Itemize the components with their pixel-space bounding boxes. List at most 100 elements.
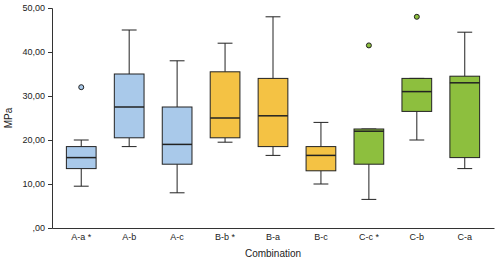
box bbox=[258, 78, 288, 146]
median bbox=[114, 106, 144, 108]
median bbox=[450, 82, 480, 84]
box-group bbox=[402, 14, 432, 140]
median bbox=[306, 155, 336, 157]
whisker-cap-high bbox=[122, 30, 137, 31]
whisker-cap-high bbox=[170, 60, 185, 61]
y-axis-line bbox=[48, 9, 53, 229]
whisker-high bbox=[320, 122, 321, 146]
y-tick-label: ,00 bbox=[32, 223, 45, 233]
y-tick-mark bbox=[48, 52, 52, 53]
y-tick-label: 20,00 bbox=[22, 135, 45, 145]
whisker-low bbox=[225, 138, 226, 142]
box bbox=[354, 129, 384, 164]
box-group bbox=[306, 122, 336, 184]
whisker-low bbox=[177, 164, 178, 193]
y-tick-label: 50,00 bbox=[22, 3, 45, 13]
y-tick: 40,00 bbox=[22, 47, 52, 57]
whisker-low bbox=[416, 111, 417, 140]
whisker-cap-high bbox=[457, 32, 472, 33]
whisker-low bbox=[320, 171, 321, 184]
box bbox=[162, 107, 192, 164]
boxes bbox=[66, 14, 479, 199]
y-tick-mark bbox=[48, 228, 52, 229]
x-tick: B-a bbox=[266, 228, 280, 242]
x-tick-label: A-a * bbox=[71, 232, 92, 242]
x-axis-title: Combination bbox=[245, 248, 301, 259]
y-tick-label: 40,00 bbox=[22, 47, 45, 57]
box bbox=[306, 147, 336, 171]
y-tick: ,00 bbox=[32, 223, 52, 233]
x-tick-label: A-c bbox=[170, 232, 184, 242]
whisker-cap-low bbox=[266, 155, 281, 156]
median bbox=[66, 157, 96, 159]
median bbox=[162, 144, 192, 146]
whisker-cap-low bbox=[74, 186, 89, 187]
x-tick: A-b bbox=[122, 228, 136, 242]
x-tick: C-a bbox=[457, 228, 472, 242]
y-tick: 10,00 bbox=[22, 179, 52, 189]
median bbox=[210, 117, 240, 119]
whisker-cap-low bbox=[122, 146, 137, 147]
whisker-cap-high bbox=[218, 43, 233, 44]
x-tick-label: B-a bbox=[266, 232, 280, 242]
whisker-cap-low bbox=[361, 199, 376, 200]
box-group bbox=[258, 17, 288, 156]
box-group bbox=[450, 32, 480, 168]
median bbox=[354, 130, 384, 132]
box-group bbox=[210, 43, 240, 142]
box bbox=[114, 74, 144, 138]
whisker-high bbox=[273, 17, 274, 79]
whisker-low bbox=[464, 158, 465, 169]
outlier bbox=[79, 85, 84, 90]
box-group bbox=[354, 43, 384, 200]
x-tick-label: A-b bbox=[122, 232, 136, 242]
box bbox=[66, 147, 96, 169]
median bbox=[402, 91, 432, 93]
whisker-cap-low bbox=[170, 192, 185, 193]
x-tick-label: B-b * bbox=[215, 232, 236, 242]
whisker-cap-high bbox=[266, 16, 281, 17]
y-tick-label: 10,00 bbox=[22, 179, 45, 189]
whisker-cap-high bbox=[314, 122, 329, 123]
y-tick: 50,00 bbox=[22, 3, 52, 13]
median bbox=[258, 115, 288, 117]
outlier bbox=[414, 14, 419, 19]
plot: ,00 10,00 20,00 30,00 40,00 50,00 A-a * A-b A-c B… bbox=[22, 3, 494, 242]
whisker-low bbox=[273, 147, 274, 156]
y-tick-mark bbox=[48, 184, 52, 185]
whisker-cap-low bbox=[409, 140, 424, 141]
x-tick-label: C-a bbox=[457, 232, 472, 242]
x-tick: A-a * bbox=[71, 228, 92, 242]
box bbox=[210, 72, 240, 138]
whisker-high bbox=[225, 43, 226, 72]
y-tick-label: 30,00 bbox=[22, 91, 45, 101]
x-tick: C-b bbox=[410, 228, 425, 242]
x-axis: A-a * A-b A-c B-b * B-a B-c C-c * C-b C-a bbox=[53, 228, 495, 242]
y-axis-title: MPa bbox=[3, 107, 14, 128]
x-tick-label: C-b bbox=[410, 232, 425, 242]
y-tick-mark bbox=[48, 8, 52, 9]
chart: ,00 10,00 20,00 30,00 40,00 50,00 A-a * A-b A-c B… bbox=[0, 0, 500, 261]
whisker-low bbox=[368, 164, 369, 199]
x-tick-label: B-c bbox=[314, 232, 328, 242]
box bbox=[402, 78, 432, 111]
whisker-high bbox=[177, 61, 178, 107]
x-tick: B-c bbox=[314, 228, 328, 242]
box bbox=[450, 76, 480, 157]
y-tick-mark bbox=[48, 140, 52, 141]
whisker-low bbox=[129, 138, 130, 147]
whisker-cap-low bbox=[314, 184, 329, 185]
x-axis-line bbox=[53, 228, 495, 229]
whisker-high bbox=[464, 32, 465, 76]
whisker-cap-low bbox=[457, 168, 472, 169]
box-group bbox=[66, 85, 96, 187]
whisker-high bbox=[81, 140, 82, 147]
box-group bbox=[162, 61, 192, 193]
y-tick-mark bbox=[48, 96, 52, 97]
y-tick: 30,00 bbox=[22, 91, 52, 101]
y-axis: ,00 10,00 20,00 30,00 40,00 50,00 bbox=[22, 3, 52, 233]
x-tick: C-c * bbox=[359, 228, 379, 242]
whisker-cap-high bbox=[74, 140, 89, 141]
x-tick-label: C-c * bbox=[359, 232, 379, 242]
box-group bbox=[114, 30, 144, 147]
